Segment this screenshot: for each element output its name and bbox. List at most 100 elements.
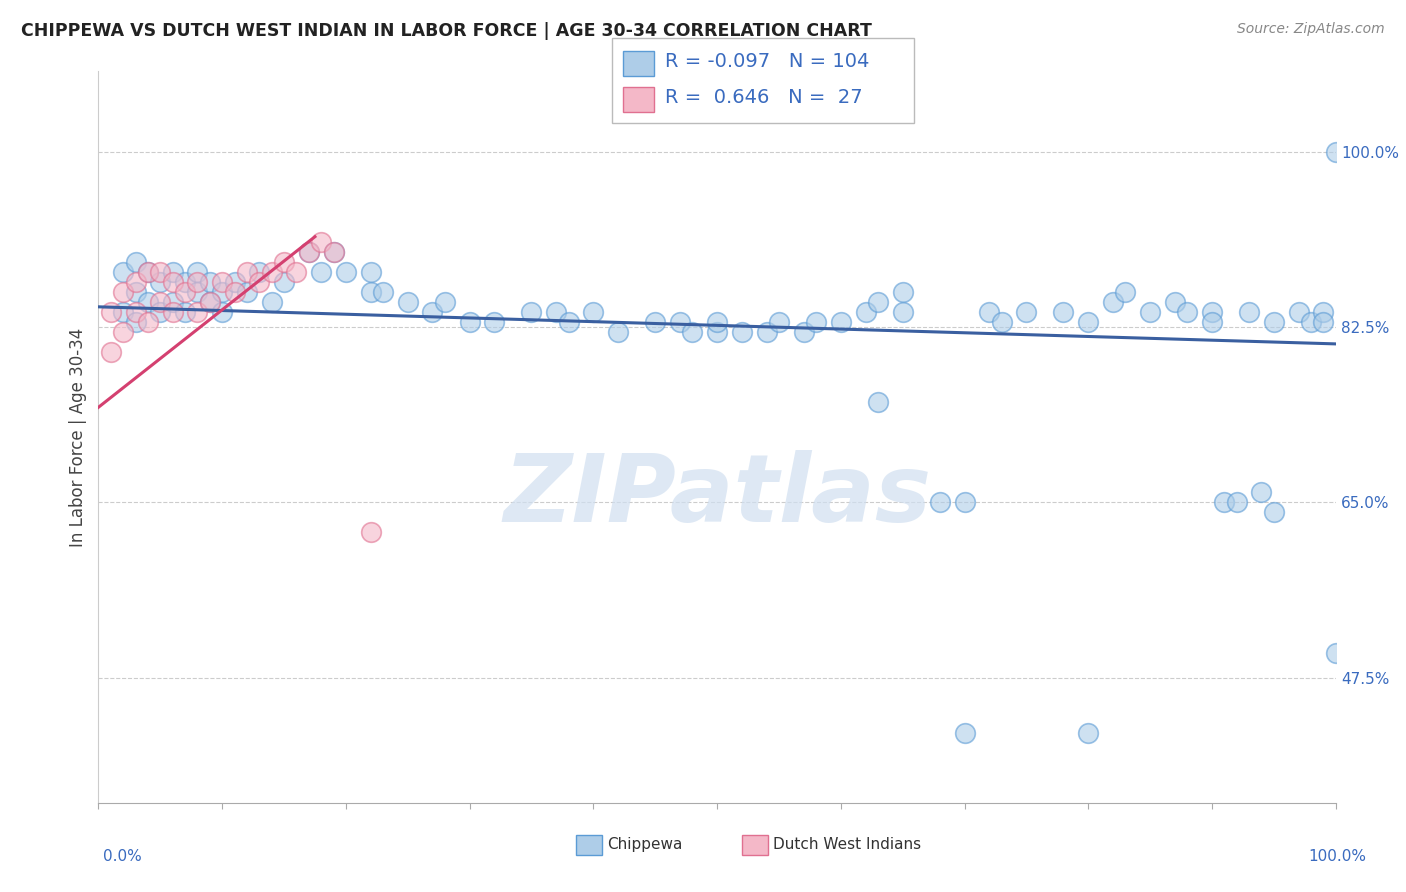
Point	[928, 495, 950, 509]
Point	[186, 305, 208, 319]
Point	[1139, 305, 1161, 319]
Point	[112, 285, 135, 299]
Point	[706, 325, 728, 339]
Point	[162, 305, 184, 319]
Point	[273, 254, 295, 268]
Point	[309, 235, 332, 249]
Point	[1250, 485, 1272, 500]
Point	[149, 275, 172, 289]
Point	[198, 294, 221, 309]
Text: 100.0%: 100.0%	[1309, 849, 1367, 864]
Point	[891, 285, 914, 299]
Point	[273, 275, 295, 289]
Point	[866, 395, 889, 409]
Point	[1015, 305, 1038, 319]
Text: Chippewa: Chippewa	[607, 838, 683, 852]
Point	[953, 725, 976, 739]
Point	[124, 285, 146, 299]
Point	[990, 315, 1012, 329]
Point	[174, 285, 197, 299]
Text: CHIPPEWA VS DUTCH WEST INDIAN IN LABOR FORCE | AGE 30-34 CORRELATION CHART: CHIPPEWA VS DUTCH WEST INDIAN IN LABOR F…	[21, 22, 872, 40]
Point	[706, 315, 728, 329]
Point	[755, 325, 778, 339]
Point	[298, 244, 321, 259]
Point	[953, 495, 976, 509]
Point	[260, 294, 283, 309]
Point	[891, 305, 914, 319]
Point	[198, 275, 221, 289]
Point	[1288, 305, 1310, 319]
Text: 0.0%: 0.0%	[103, 849, 142, 864]
Point	[582, 305, 605, 319]
Y-axis label: In Labor Force | Age 30-34: In Labor Force | Age 30-34	[69, 327, 87, 547]
Point	[112, 305, 135, 319]
Point	[124, 305, 146, 319]
Point	[1077, 725, 1099, 739]
Point	[186, 285, 208, 299]
Point	[285, 265, 308, 279]
Point	[458, 315, 481, 329]
Point	[546, 305, 568, 319]
Point	[136, 265, 159, 279]
Point	[322, 244, 344, 259]
Point	[298, 244, 321, 259]
Point	[520, 305, 543, 319]
Point	[1201, 315, 1223, 329]
Point	[224, 275, 246, 289]
Point	[360, 265, 382, 279]
Point	[162, 265, 184, 279]
Point	[211, 285, 233, 299]
Text: ZIPatlas: ZIPatlas	[503, 450, 931, 541]
Point	[360, 525, 382, 540]
Point	[1263, 315, 1285, 329]
Point	[1312, 315, 1334, 329]
Text: R =  0.646   N =  27: R = 0.646 N = 27	[665, 88, 863, 107]
Point	[162, 275, 184, 289]
Text: Source: ZipAtlas.com: Source: ZipAtlas.com	[1237, 22, 1385, 37]
Point	[1324, 145, 1347, 159]
Point	[260, 265, 283, 279]
Point	[236, 285, 259, 299]
Point	[731, 325, 754, 339]
Point	[644, 315, 666, 329]
Point	[1201, 305, 1223, 319]
Point	[830, 315, 852, 329]
Point	[669, 315, 692, 329]
Point	[224, 285, 246, 299]
Point	[866, 294, 889, 309]
Point	[186, 275, 208, 289]
Point	[396, 294, 419, 309]
Point	[136, 294, 159, 309]
Point	[149, 265, 172, 279]
Point	[322, 244, 344, 259]
Point	[1077, 315, 1099, 329]
Point	[360, 285, 382, 299]
Point	[211, 305, 233, 319]
Point	[855, 305, 877, 319]
Text: Dutch West Indians: Dutch West Indians	[773, 838, 921, 852]
Point	[1164, 294, 1187, 309]
Point	[433, 294, 456, 309]
Point	[1324, 646, 1347, 660]
Point	[198, 294, 221, 309]
Point	[136, 315, 159, 329]
Point	[174, 305, 197, 319]
Point	[1102, 294, 1125, 309]
Point	[162, 294, 184, 309]
Point	[1052, 305, 1074, 319]
Text: R = -0.097   N = 104: R = -0.097 N = 104	[665, 53, 869, 71]
Point	[979, 305, 1001, 319]
Point	[136, 265, 159, 279]
Point	[1312, 305, 1334, 319]
Point	[557, 315, 579, 329]
Point	[1237, 305, 1260, 319]
Point	[236, 265, 259, 279]
Point	[335, 265, 357, 279]
Point	[247, 275, 270, 289]
Point	[100, 345, 122, 359]
Point	[124, 315, 146, 329]
Point	[112, 325, 135, 339]
Point	[422, 305, 444, 319]
Point	[1213, 495, 1236, 509]
Point	[1299, 315, 1322, 329]
